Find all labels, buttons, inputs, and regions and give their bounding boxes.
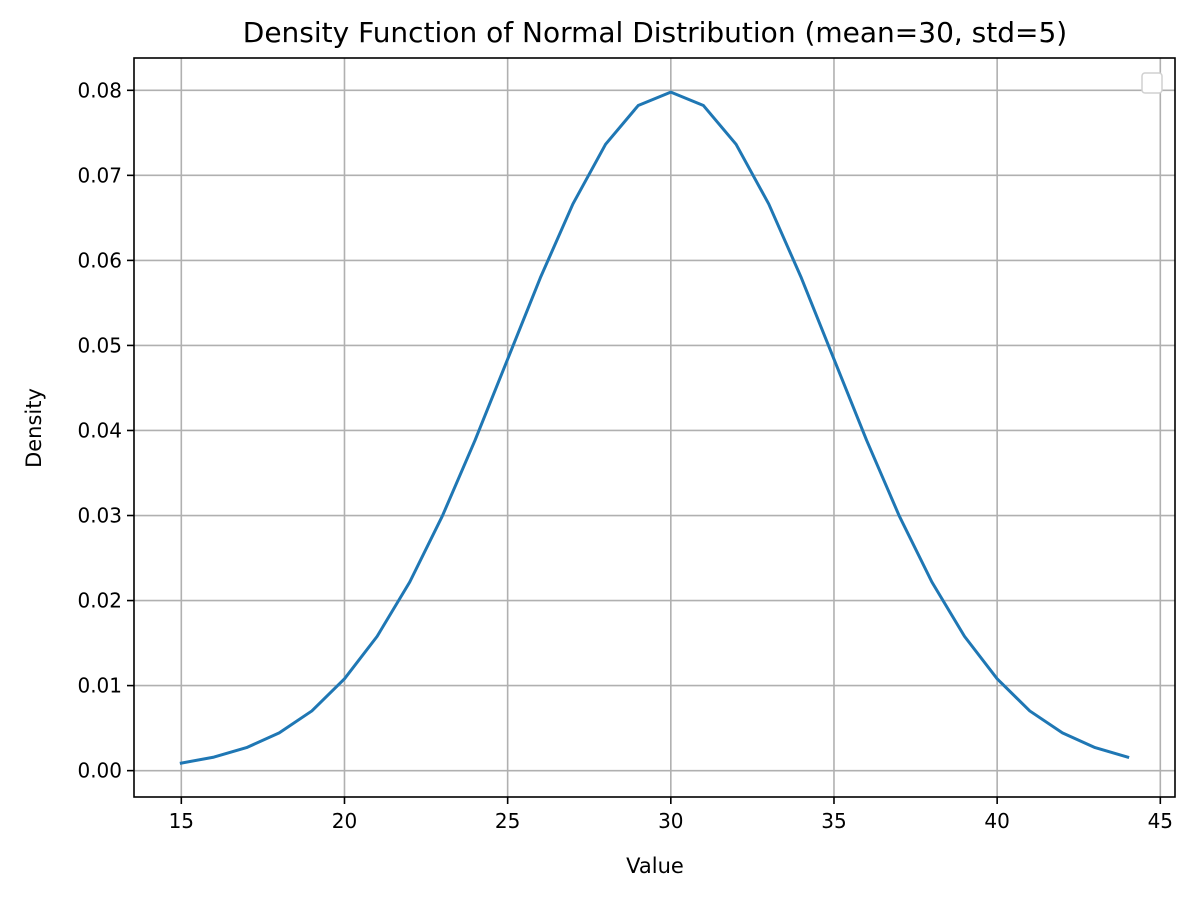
x-tick-label: 30 <box>658 809 683 833</box>
x-tick-label: 25 <box>495 809 520 833</box>
x-tick-label: 15 <box>169 809 194 833</box>
y-tick-label: 0.07 <box>77 163 122 187</box>
grid <box>134 58 1175 797</box>
y-tick-label: 0.02 <box>77 589 122 613</box>
y-tick-label: 0.08 <box>77 78 122 102</box>
y-tick-label: 0.04 <box>77 418 122 442</box>
legend <box>1141 72 1163 94</box>
series-layer <box>179 90 1130 765</box>
chart-title: Density Function of Normal Distribution … <box>243 16 1067 49</box>
x-tick-label: 40 <box>984 809 1009 833</box>
y-tick-label: 0.06 <box>77 248 122 272</box>
density-line <box>179 90 1130 765</box>
x-tick-label: 20 <box>332 809 357 833</box>
y-tick-label: 0.00 <box>77 759 122 783</box>
y-tick-label: 0.05 <box>77 333 122 357</box>
ticks: 15 20 25 30 35 40 45 0.00 0.01 0.02 0.03 0.04 0.05 0.… <box>77 78 1173 833</box>
y-axis-label: Density <box>22 388 46 468</box>
y-tick-label: 0.01 <box>77 674 122 698</box>
plot-frame <box>133 57 1176 798</box>
x-tick-label: 35 <box>821 809 846 833</box>
plot-background <box>134 58 1175 797</box>
x-axis-label: Value <box>626 854 684 878</box>
y-tick-label: 0.03 <box>77 504 122 528</box>
x-tick-label: 45 <box>1148 809 1173 833</box>
